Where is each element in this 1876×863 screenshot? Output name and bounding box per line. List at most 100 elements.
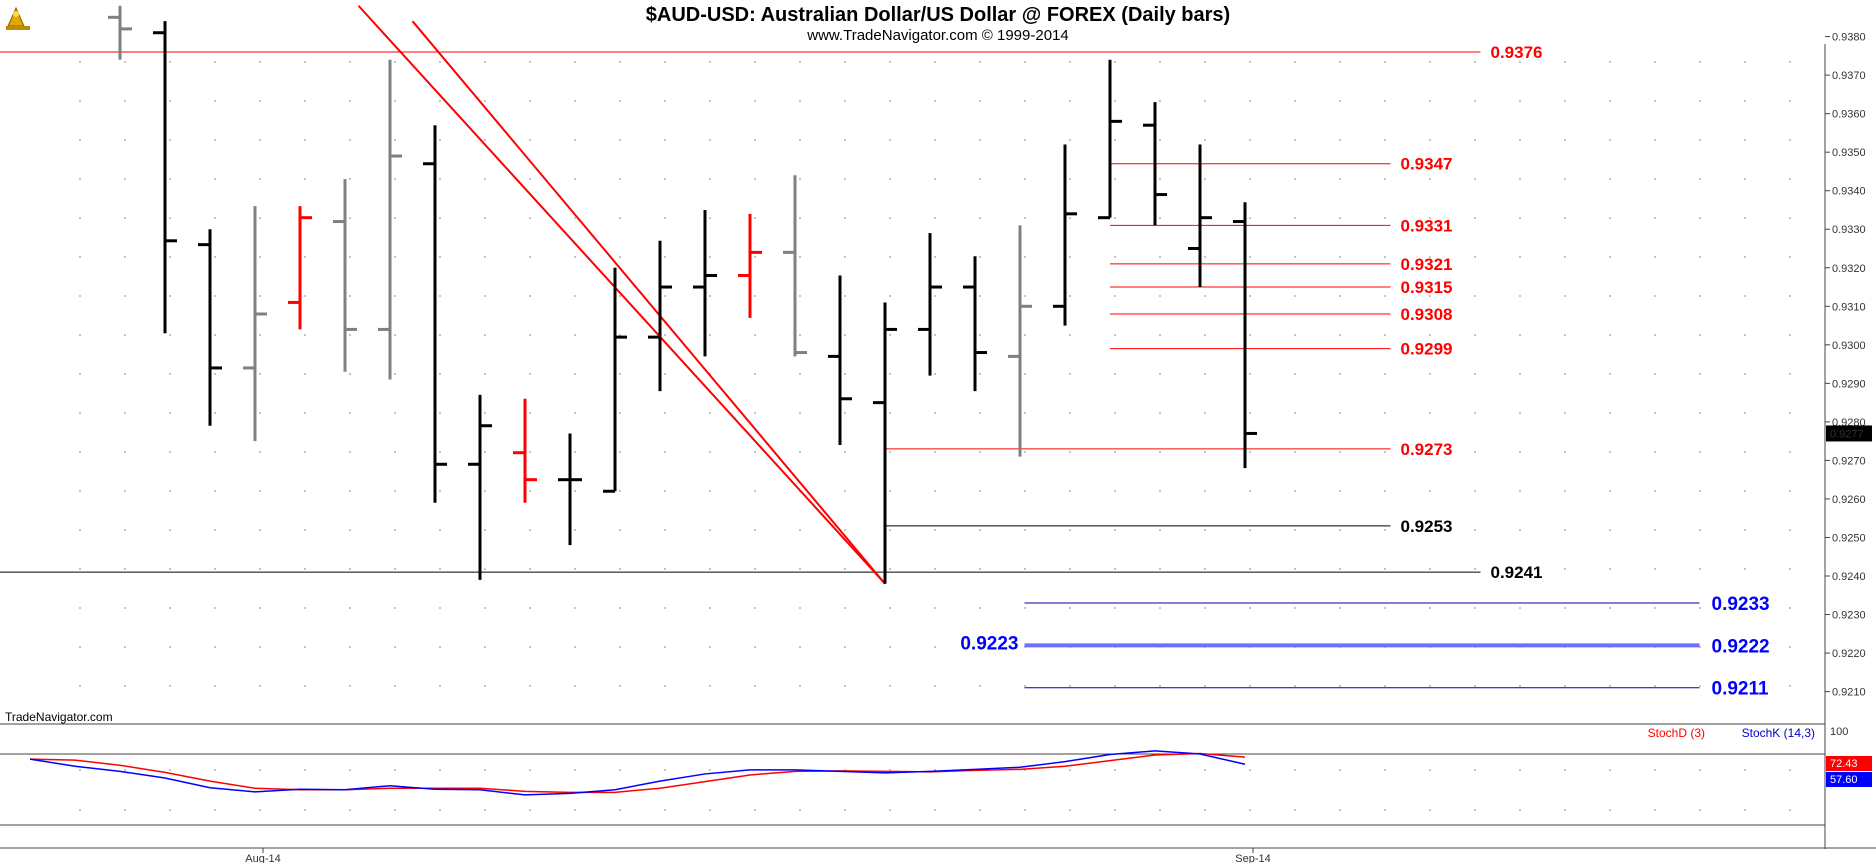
grid-dot bbox=[1339, 607, 1341, 609]
grid-dot bbox=[619, 61, 621, 63]
grid-dot bbox=[394, 568, 396, 570]
grid-dot bbox=[124, 412, 126, 414]
last-price-box bbox=[1826, 425, 1872, 442]
grid-dot bbox=[304, 809, 306, 811]
grid-dot bbox=[1564, 607, 1566, 609]
grid-dot bbox=[304, 412, 306, 414]
grid-dot bbox=[1519, 607, 1521, 609]
grid-dot bbox=[709, 769, 711, 771]
grid-dot bbox=[1609, 769, 1611, 771]
grid-dot bbox=[1564, 295, 1566, 297]
grid-dot bbox=[124, 178, 126, 180]
grid-dot bbox=[79, 607, 81, 609]
grid-dot bbox=[124, 809, 126, 811]
grid-dot bbox=[394, 412, 396, 414]
grid-dot bbox=[889, 412, 891, 414]
grid-dot bbox=[1069, 607, 1071, 609]
grid-dot bbox=[709, 451, 711, 453]
grid-dot bbox=[1249, 490, 1251, 492]
grid-dot bbox=[1609, 809, 1611, 811]
grid-dot bbox=[1249, 529, 1251, 531]
grid-dot bbox=[1699, 61, 1701, 63]
grid-dot bbox=[1699, 100, 1701, 102]
grid-dot bbox=[1609, 100, 1611, 102]
grid-dot bbox=[1249, 217, 1251, 219]
grid-dot bbox=[1024, 607, 1026, 609]
grid-dot bbox=[79, 769, 81, 771]
grid-dot bbox=[664, 139, 666, 141]
grid-dot bbox=[709, 334, 711, 336]
grid-dot bbox=[1564, 490, 1566, 492]
grid-dot bbox=[394, 100, 396, 102]
grid-dot bbox=[1699, 769, 1701, 771]
grid-dot bbox=[484, 809, 486, 811]
grid-dot bbox=[529, 295, 531, 297]
grid-dot bbox=[1429, 61, 1431, 63]
date-axis: Aug-14 Sep-14 bbox=[245, 848, 1271, 863]
grid-dot bbox=[1159, 373, 1161, 375]
grid-dot bbox=[1114, 607, 1116, 609]
grid-dot bbox=[1699, 412, 1701, 414]
grid-dot bbox=[1024, 256, 1026, 258]
ohlc-bar bbox=[513, 398, 537, 503]
grid-dot bbox=[1699, 295, 1701, 297]
grid-dot bbox=[1519, 178, 1521, 180]
grid-dot bbox=[574, 769, 576, 771]
grid-dot bbox=[394, 490, 396, 492]
grid-dot bbox=[1429, 139, 1431, 141]
grid-dot bbox=[169, 139, 171, 141]
grid-dot bbox=[1609, 373, 1611, 375]
grid-dot bbox=[709, 529, 711, 531]
grid-dot bbox=[844, 256, 846, 258]
blue-level-label: 0.9211 bbox=[1712, 679, 1769, 700]
grid-dot bbox=[1204, 568, 1206, 570]
grid-dot bbox=[169, 373, 171, 375]
grid-dot bbox=[844, 529, 846, 531]
grid-dot bbox=[1069, 490, 1071, 492]
grid-dot bbox=[439, 607, 441, 609]
grid-dot bbox=[1114, 139, 1116, 141]
grid-dot bbox=[619, 373, 621, 375]
grid-dot bbox=[214, 568, 216, 570]
grid-dot bbox=[169, 295, 171, 297]
grid-dot bbox=[1204, 178, 1206, 180]
grid-dot bbox=[709, 685, 711, 687]
grid-dot bbox=[1204, 334, 1206, 336]
grid-dot bbox=[349, 769, 351, 771]
grid-dot bbox=[1609, 139, 1611, 141]
grid-dot bbox=[799, 217, 801, 219]
grid-dot bbox=[1339, 373, 1341, 375]
grid-dot bbox=[1429, 256, 1431, 258]
grid-dot bbox=[574, 178, 576, 180]
stoch-k-line bbox=[29, 750, 1246, 796]
grid-dot bbox=[1204, 412, 1206, 414]
grid-dot bbox=[1609, 295, 1611, 297]
grid-dot bbox=[1204, 100, 1206, 102]
grid-dot bbox=[799, 256, 801, 258]
grid-dot bbox=[889, 568, 891, 570]
grid-dot bbox=[1249, 61, 1251, 63]
ohlc-bar bbox=[153, 21, 177, 334]
grid-dot bbox=[619, 490, 621, 492]
grid-dot bbox=[619, 529, 621, 531]
grid-dot bbox=[79, 139, 81, 141]
ohlc-bar bbox=[738, 213, 762, 318]
grid-dot bbox=[574, 61, 576, 63]
grid-dot bbox=[1474, 685, 1476, 687]
grid-dot bbox=[1789, 809, 1791, 811]
grid-dot bbox=[934, 217, 936, 219]
grid-dot bbox=[124, 490, 126, 492]
grid-dot bbox=[1204, 529, 1206, 531]
grid-dot bbox=[1744, 139, 1746, 141]
grid-dot bbox=[439, 809, 441, 811]
grid-dot bbox=[124, 769, 126, 771]
grid-dot bbox=[1744, 769, 1746, 771]
grid-dot bbox=[79, 685, 81, 687]
grid-dot bbox=[484, 490, 486, 492]
grid-dot bbox=[1114, 373, 1116, 375]
grid-dot bbox=[934, 61, 936, 63]
grid-dot bbox=[1294, 685, 1296, 687]
grid-dot bbox=[1339, 178, 1341, 180]
grid-dot bbox=[979, 685, 981, 687]
